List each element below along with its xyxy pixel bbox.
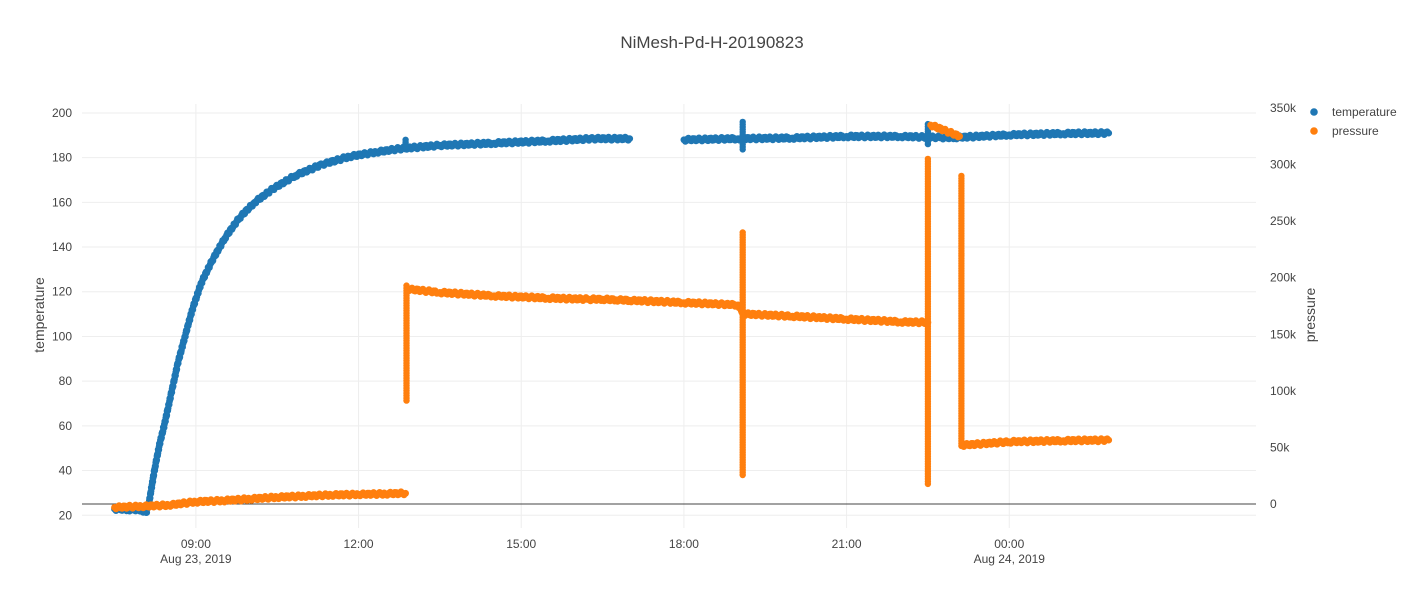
y-right-tick-label: 200k <box>1270 271 1297 285</box>
y-right-tick-label: 50k <box>1270 440 1290 454</box>
y-right-tick-label: 150k <box>1270 327 1297 341</box>
series-layer <box>111 118 1113 516</box>
temperature-spike-point <box>402 144 409 151</box>
y-left-tick-label: 60 <box>59 419 73 433</box>
x-tick-sublabel: Aug 23, 2019 <box>160 552 232 566</box>
y-left-tick-label: 160 <box>52 195 72 209</box>
y-left-tick-label: 20 <box>59 508 73 522</box>
legend-label-pressure: pressure <box>1332 124 1379 138</box>
legend: temperature pressure <box>1310 105 1397 138</box>
y-left-tick-label: 180 <box>52 151 72 165</box>
legend-marker-temperature <box>1310 108 1318 116</box>
y-left-tick-label: 80 <box>59 374 73 388</box>
x-tick-label: 18:00 <box>669 537 699 551</box>
pressure-point <box>400 491 408 499</box>
y-axis-right: 0 50k 100k 150k 200k 250k 300k 350k <box>1270 101 1297 511</box>
temperature-point <box>1103 128 1111 136</box>
y-axis-right-title: pressure <box>1302 288 1318 343</box>
y-left-tick-label: 100 <box>52 329 72 343</box>
series-temperature <box>111 118 1113 516</box>
y-left-tick-label: 120 <box>52 285 72 299</box>
y-left-tick-label: 140 <box>52 240 72 254</box>
temperature-spike-point <box>739 146 746 153</box>
y-left-tick-label: 40 <box>59 464 73 478</box>
y-left-tick-label: 200 <box>52 106 72 120</box>
pressure-spike-point <box>739 471 746 479</box>
pressure-spike-point <box>924 480 932 488</box>
y-right-tick-label: 0 <box>1270 497 1277 511</box>
temperature-spike-point <box>924 140 932 148</box>
y-right-tick-label: 300k <box>1270 158 1297 172</box>
x-tick-label: 12:00 <box>344 537 374 551</box>
temperature-point <box>624 136 632 144</box>
x-tick-label: 21:00 <box>832 537 862 551</box>
x-tick-sublabel: Aug 24, 2019 <box>974 552 1046 566</box>
pressure-point <box>954 133 962 141</box>
grid-layer <box>82 104 1256 528</box>
pressure-point <box>1103 435 1111 443</box>
pressure-spike-point <box>958 442 965 450</box>
x-tick-label: 15:00 <box>506 537 536 551</box>
series-pressure <box>111 121 1113 513</box>
x-tick-label: 00:00 <box>994 537 1024 551</box>
y-axis-left: 20 40 60 80 100 120 140 160 180 200 <box>52 106 72 522</box>
legend-label-temperature: temperature <box>1332 105 1397 119</box>
y-axis-left-title: temperature <box>31 277 47 353</box>
legend-marker-pressure <box>1310 127 1318 135</box>
pressure-spike-point <box>403 397 410 404</box>
y-right-tick-label: 250k <box>1270 214 1297 228</box>
x-tick-label: 09:00 <box>181 537 211 551</box>
chart-title: NiMesh-Pd-H-20190823 <box>620 33 803 52</box>
y-right-tick-label: 100k <box>1270 384 1297 398</box>
y-right-tick-label: 350k <box>1270 101 1297 115</box>
